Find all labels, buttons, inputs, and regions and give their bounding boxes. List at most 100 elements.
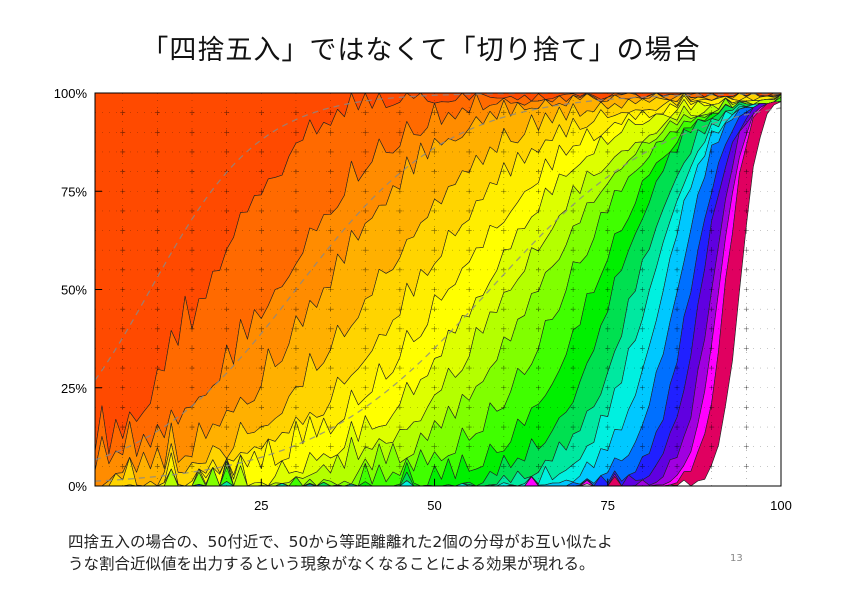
grid-marker [639, 247, 645, 253]
grid-marker [501, 267, 507, 273]
grid-marker [120, 247, 126, 253]
grid-marker [570, 228, 576, 234]
grid-marker [743, 404, 749, 410]
grid-marker [362, 306, 368, 312]
grid-marker [535, 247, 541, 253]
grid-marker [466, 267, 472, 273]
grid-marker [501, 169, 507, 175]
grid-marker [501, 149, 507, 155]
grid-marker [224, 188, 230, 194]
grid-marker [605, 208, 611, 214]
grid-marker [466, 169, 472, 175]
grid-marker [432, 463, 438, 469]
grid-marker [605, 326, 611, 332]
grid-marker [674, 287, 680, 292]
grid-marker [501, 306, 507, 312]
grid-marker [674, 385, 680, 391]
grid-marker [328, 129, 334, 135]
grid-marker [328, 110, 334, 116]
grid-marker [189, 110, 195, 116]
grid-marker [120, 463, 126, 469]
grid-marker [605, 306, 611, 312]
grid-marker [466, 208, 472, 214]
grid-marker [605, 129, 611, 135]
grid-marker [674, 208, 680, 214]
grid-marker [605, 424, 611, 430]
grid-marker [535, 149, 541, 155]
grid-marker [293, 463, 299, 469]
area-band-16 [95, 101, 781, 486]
grid-marker [570, 149, 576, 155]
grid-marker [639, 444, 645, 450]
grid-marker [120, 385, 126, 391]
grid-marker [120, 267, 126, 273]
grid-marker [605, 463, 611, 469]
grid-marker [674, 365, 680, 371]
grid-marker [639, 267, 645, 273]
grid-marker [224, 345, 230, 351]
grid-marker [154, 404, 160, 410]
grid-marker [605, 287, 611, 292]
grid-marker [224, 385, 230, 391]
grid-marker [120, 365, 126, 371]
slide-title: 「四捨五入」ではなくて「切り捨て」の場合 [141, 35, 701, 66]
grid-marker [466, 345, 472, 351]
grid-marker [120, 444, 126, 450]
grid-marker [674, 463, 680, 469]
y-tick-label: 75% [61, 184, 87, 199]
grid-marker [709, 110, 715, 116]
grid-marker [362, 365, 368, 371]
grid-marker [293, 188, 299, 194]
grid-marker [328, 228, 334, 234]
grid-marker [189, 444, 195, 450]
grid-marker [328, 365, 334, 371]
grid-marker [328, 326, 334, 332]
grid-marker [397, 247, 403, 253]
grid-marker [397, 404, 403, 410]
grid-marker [362, 345, 368, 351]
grid-marker [639, 463, 645, 469]
grid-marker [501, 188, 507, 194]
grid-marker [605, 444, 611, 450]
grid-marker [258, 345, 264, 351]
grid-marker [432, 188, 438, 194]
grid-marker [224, 208, 230, 214]
grid-marker [605, 228, 611, 234]
grid-marker [224, 365, 230, 371]
grid-marker [674, 188, 680, 194]
grid-marker [639, 385, 645, 391]
grid-marker [154, 424, 160, 430]
grid-marker [328, 287, 334, 292]
grid-marker [258, 385, 264, 391]
grid-marker [189, 149, 195, 155]
grid-marker [397, 444, 403, 450]
x-tick-label: 50 [427, 498, 441, 513]
grid-marker [397, 365, 403, 371]
grid-marker [605, 247, 611, 253]
grid-marker [501, 208, 507, 214]
y-tick-label: 100% [54, 86, 88, 101]
grid-marker [674, 228, 680, 234]
grid-marker [674, 267, 680, 273]
x-tick-label: 100 [770, 498, 792, 513]
grid-marker [154, 188, 160, 194]
grid-marker [535, 169, 541, 175]
grid-marker [189, 228, 195, 234]
grid-marker [293, 110, 299, 116]
grid-marker [570, 326, 576, 332]
grid-marker [189, 267, 195, 273]
grid-marker [189, 129, 195, 135]
grid-marker [258, 228, 264, 234]
area-band-13 [95, 101, 781, 486]
grid-marker [154, 208, 160, 214]
grid-marker [154, 365, 160, 371]
grid-marker [362, 424, 368, 430]
grid-marker [501, 365, 507, 371]
area-band-22 [95, 101, 781, 486]
grid-marker [362, 247, 368, 253]
grid-marker [362, 110, 368, 116]
grid-marker [293, 149, 299, 155]
grid-marker [466, 129, 472, 135]
grid-marker [639, 208, 645, 214]
grid-marker [466, 463, 472, 469]
